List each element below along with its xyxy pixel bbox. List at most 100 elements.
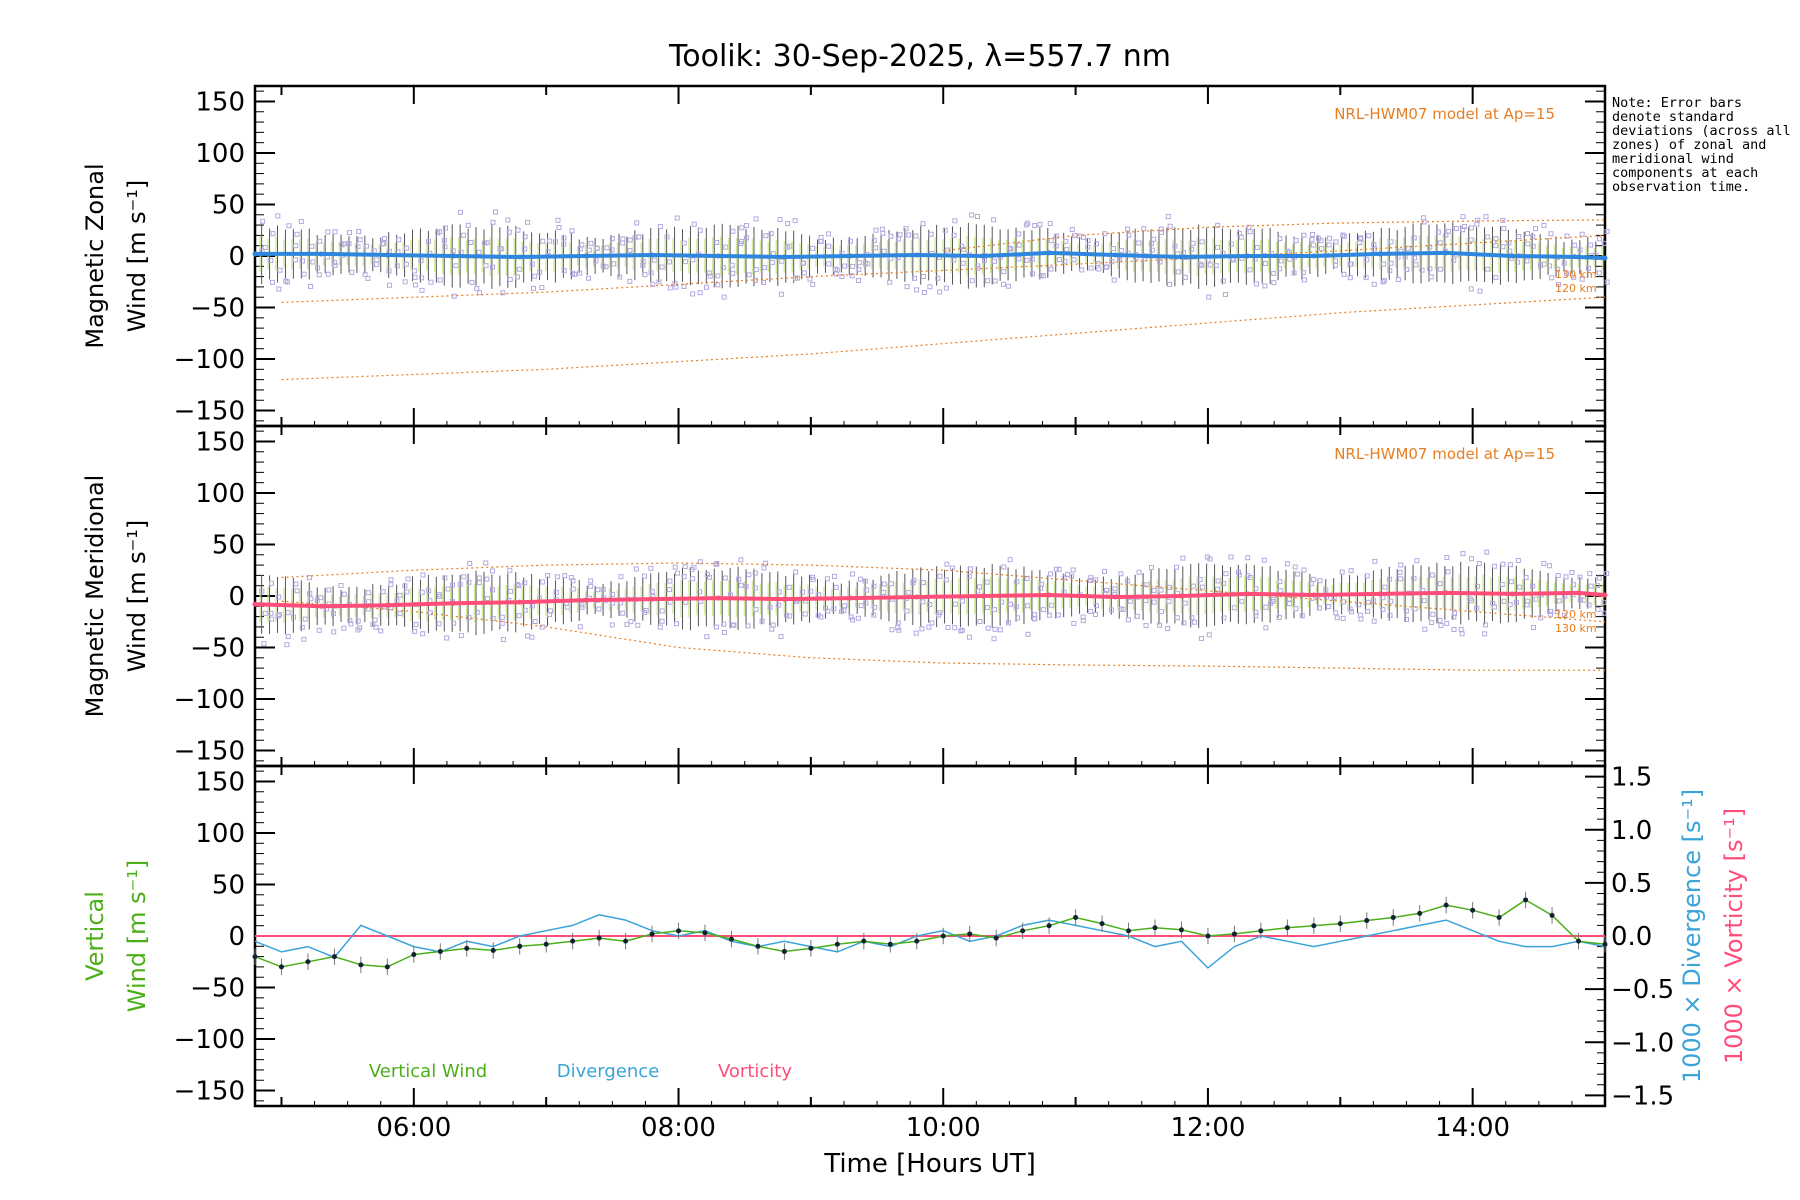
sample-point — [570, 578, 576, 584]
sample-point — [1571, 582, 1577, 588]
sample-point — [824, 576, 830, 582]
sample-point — [1530, 243, 1536, 249]
mean-wind-point — [1178, 593, 1184, 599]
sample-point — [1053, 243, 1059, 249]
sample-point — [730, 228, 736, 234]
sample-point — [666, 259, 672, 265]
sample-point — [1357, 239, 1363, 245]
sample-point — [683, 599, 689, 605]
sample-point — [500, 290, 506, 296]
vertical-wind-point — [464, 945, 470, 951]
mean-wind-point — [715, 253, 721, 259]
sample-point — [855, 615, 861, 621]
sample-point — [492, 209, 498, 215]
sample-point — [1167, 584, 1173, 590]
sample-point — [349, 269, 355, 275]
sample-point — [1005, 620, 1011, 626]
sample-point — [1451, 626, 1457, 632]
sample-point — [545, 573, 551, 579]
sample-point — [1025, 220, 1031, 226]
sample-point — [842, 603, 848, 609]
sample-point — [1049, 602, 1055, 608]
vertical-wind-point — [1020, 928, 1026, 934]
sample-point — [609, 622, 615, 628]
sample-point — [707, 273, 713, 279]
vertical-wind-point — [1284, 925, 1290, 931]
sample-point — [1032, 615, 1038, 621]
mean-wind-point — [715, 595, 721, 601]
sample-point — [380, 589, 386, 595]
sample-point — [926, 624, 932, 630]
mean-wind-point — [649, 596, 655, 602]
model-line — [281, 234, 1606, 303]
sample-point — [370, 621, 376, 627]
sample-point — [525, 219, 531, 225]
mean-wind-point — [914, 594, 920, 600]
sample-point — [906, 232, 912, 238]
sample-point — [365, 275, 371, 281]
sample-point — [879, 226, 885, 232]
sample-point — [1157, 259, 1163, 265]
sample-point — [1601, 599, 1607, 605]
y2-tick-label: −0.5 — [1611, 975, 1674, 1005]
sample-point — [1253, 281, 1259, 287]
sample-point — [1561, 260, 1567, 266]
sample-point — [1513, 600, 1519, 606]
vertical-wind-point — [1390, 914, 1396, 920]
sample-point — [593, 258, 599, 264]
y-tick-label: −100 — [174, 1025, 245, 1055]
mean-wind-point — [1245, 591, 1251, 597]
sample-point — [720, 265, 726, 271]
sample-point — [474, 286, 480, 292]
sample-point — [554, 574, 560, 580]
sample-point — [1380, 607, 1386, 613]
sample-point — [744, 223, 750, 229]
sample-point — [1271, 280, 1277, 286]
sample-point — [308, 283, 314, 289]
sample-point — [807, 276, 813, 282]
sample-point — [403, 261, 409, 267]
legend: Vertical Wind Divergence Vorticity — [369, 1061, 793, 1082]
sample-point — [920, 599, 926, 605]
sample-point — [942, 227, 948, 233]
zonal-ylabel-line2: Wind [m s⁻¹] — [123, 180, 151, 332]
sample-point — [802, 611, 808, 617]
sample-point — [1381, 278, 1387, 284]
sample-point — [1372, 558, 1378, 564]
sample-point — [1293, 606, 1299, 612]
sample-point — [276, 612, 282, 618]
sample-point — [690, 576, 696, 582]
sample-point — [1538, 615, 1544, 621]
sample-point — [1323, 587, 1329, 593]
sample-point — [1148, 565, 1154, 571]
sample-point — [402, 583, 408, 589]
sample-point — [1220, 278, 1226, 284]
y2-tick-label: 0.5 — [1611, 869, 1652, 899]
sample-point — [826, 243, 832, 249]
sample-point — [1285, 248, 1291, 254]
sample-point — [762, 265, 768, 271]
mean-wind-point — [583, 253, 589, 259]
sample-point — [903, 226, 909, 232]
sample-point — [397, 592, 403, 598]
sample-point — [1524, 258, 1530, 264]
sample-point — [1596, 575, 1602, 581]
divergence-axis-label: 1000 × Divergence [s⁻¹] — [1678, 789, 1706, 1083]
sample-point — [801, 270, 807, 276]
sample-point — [1437, 617, 1443, 623]
sample-point — [897, 232, 903, 238]
sample-point — [522, 246, 528, 252]
sample-point — [1278, 258, 1284, 264]
sample-point — [855, 278, 861, 284]
sample-point — [588, 583, 594, 589]
sample-point — [729, 262, 735, 268]
sample-point — [1366, 233, 1372, 239]
sample-point — [1533, 226, 1539, 232]
sample-point — [1317, 578, 1323, 584]
sample-point — [763, 560, 769, 566]
sample-point — [1484, 234, 1490, 240]
sample-point — [1333, 239, 1339, 245]
sample-point — [778, 291, 784, 297]
sample-point — [505, 217, 511, 223]
sample-point — [681, 574, 687, 580]
